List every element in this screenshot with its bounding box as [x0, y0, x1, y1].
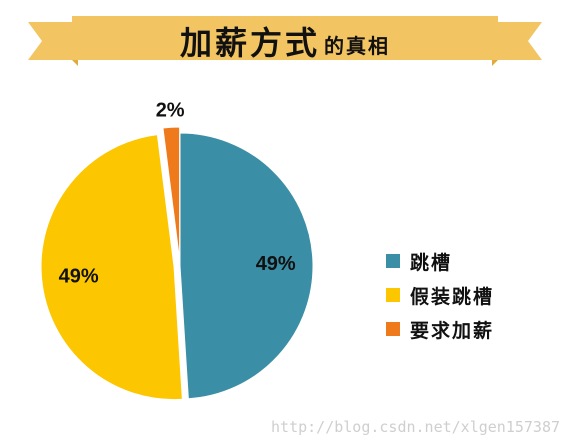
legend-swatch	[386, 254, 400, 268]
chart-title: 加薪方式 的真相	[0, 18, 570, 64]
title-sub-text: 的真相	[324, 33, 390, 58]
legend-item: 跳槽	[386, 244, 494, 278]
banner-left-fold	[72, 60, 78, 66]
legend-item: 要求加薪	[386, 312, 494, 346]
banner-right-fold	[492, 60, 498, 66]
legend-swatch	[386, 288, 400, 302]
legend: 跳槽 假装跳槽 要求加薪	[386, 244, 494, 346]
slice-data-label: 49%	[256, 253, 296, 275]
legend-label: 要求加薪	[410, 319, 495, 342]
banner-left-tail	[28, 22, 78, 60]
title-main-text: 加薪方式	[179, 24, 320, 62]
pie-slice	[40, 134, 183, 401]
slice-data-label: 2%	[156, 99, 185, 121]
pie-slice	[162, 126, 181, 261]
legend-item: 假装跳槽	[386, 278, 494, 312]
title-banner	[28, 16, 542, 66]
watermark: http://blog.csdn.net/xlgen157387	[271, 418, 560, 436]
legend-swatch	[386, 322, 400, 336]
banner-right-tail	[492, 22, 542, 60]
legend-label: 假装跳槽	[410, 285, 495, 308]
banner-body	[72, 16, 498, 60]
pie-slice	[179, 132, 314, 400]
slice-data-label: 49%	[59, 266, 99, 288]
legend-label: 跳槽	[410, 251, 453, 274]
